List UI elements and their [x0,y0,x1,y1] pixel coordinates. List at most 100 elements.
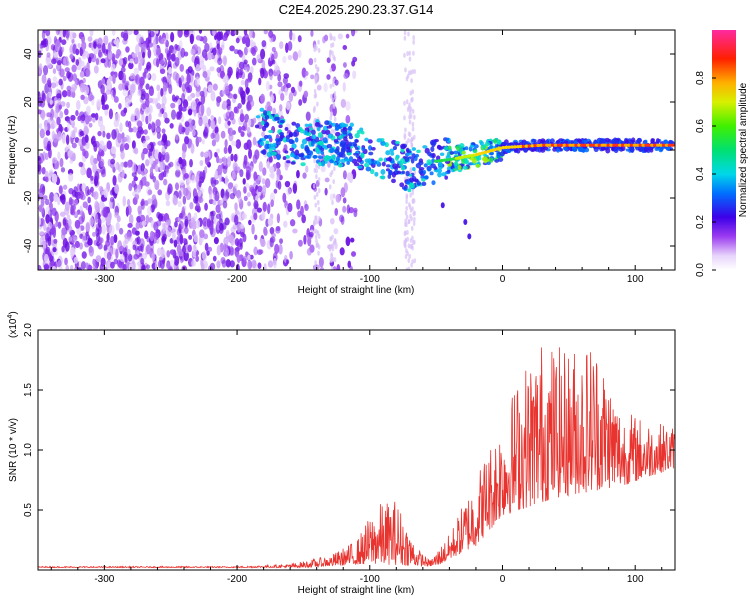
snr-scale-label: (x104) [7,311,19,338]
spectrogram-cell [127,30,133,36]
spectrogram-cell [311,134,317,140]
spectrogram-cell [326,74,331,80]
spectrogram-cell [388,156,392,162]
spectrogram-cell [113,96,119,103]
spectrogram-cell [411,108,415,114]
spectrogram-cell [55,220,59,227]
spectrogram-cell [82,77,86,84]
spectrogram-cell [97,116,104,128]
spectrogram-cell [51,225,56,234]
spectrogram-cell [100,257,106,267]
spectrogram-cell [270,171,275,180]
spectrogram-cell [237,68,243,76]
spectrogram-cell [74,240,80,249]
spectrogram-cell [195,63,201,72]
spectrogram-cell [510,145,515,149]
spectrogram-cell [240,231,245,238]
spectrogram-cell [303,130,308,136]
spectrogram-cell [85,68,91,77]
spectrogram-cell [315,174,318,180]
spectrogram-cell [158,112,163,118]
spectrogram-cell [313,228,317,234]
spectrogram-cell [342,45,348,50]
spectrogram-cell [332,103,336,109]
spectrogram-cell [198,30,203,34]
spectrogram-cell [174,260,179,266]
spectrogram-cell [463,219,468,225]
spectrogram-cell [329,218,335,225]
spectrogram-cell [493,138,497,144]
spectrogram-cell [618,143,623,147]
spectrogram-cell [512,145,517,149]
colorbar: 0.0 0.2 0.4 0.6 0.8 Normalized spectral ampl… [695,30,749,277]
spectrogram-cell [315,168,318,174]
spectrogram-cell [215,204,221,214]
spectrogram-cell [74,219,81,229]
spectrogram-cell [239,242,243,250]
spectrogram-cell [102,130,106,138]
spectrogram-cell [172,195,178,206]
spectrogram-cell [407,188,412,193]
spectrogram-cell [64,30,70,39]
spectrogram-cell [99,237,104,244]
spectrogram-cell [170,53,176,62]
spectrogram-cell [46,226,50,233]
spectrogram-cell [210,119,216,130]
spectrogram-cell [176,244,182,254]
spectrogram-cell [412,35,416,41]
spectrogram-cell [58,185,63,195]
spectrogram-cell [181,92,186,104]
spectrogram-cell [344,158,351,162]
spectrogram-cell [165,200,171,207]
spectrogram-cell [40,40,45,46]
spectrogram-cell [77,42,81,49]
spectrogram-cell [292,51,299,61]
spectrogram-cell [52,68,57,75]
spectrogram-cell [367,139,373,144]
spectrogram-cell [273,116,280,121]
spectrogram-cell [103,207,109,218]
spectrogram-cell [112,175,117,186]
spectrogram-cell [265,140,270,145]
spectrogram-cell [324,177,330,183]
spectrogram-cell [49,192,55,203]
spectrogram-cell [181,206,186,218]
spectrogram-cell [211,139,217,147]
spectrogram-cell [391,178,396,184]
spectrogram-cell [81,183,87,192]
spectrogram-cell [638,143,643,147]
spectrogram-cell [342,81,346,92]
spectrogram-cell [56,60,62,66]
spectrogram-cell [336,263,341,270]
spectrogram-cell [126,198,131,207]
spectrogram-cell [323,82,328,93]
spectrogram-cell [410,225,414,231]
spectrogram-cell [356,129,362,135]
spectrogram-cell [155,127,160,133]
spectrogram-cell [411,153,416,159]
spectrogram-cell [408,56,412,62]
spectrogram-cell [430,146,435,152]
spectrogram-cell [219,223,224,231]
spectrogram-cell [269,236,276,243]
spectrogram-cell [276,154,281,161]
spectrogram-cell [45,213,50,224]
spectrogram-cell [274,243,280,254]
spectrogram-cell [243,30,248,36]
spectrogram-cell [60,167,66,173]
spectrogram-cell [501,145,506,150]
spectrogram-cell [214,132,220,143]
spectrogram-cell [119,161,124,173]
spectrogram-cell [90,53,97,63]
spectrogram-cell [214,170,218,179]
spectrogram-cell [46,79,51,85]
spectrogram-cell [48,91,52,99]
spectrogram-cell [191,100,197,111]
spectrogram-cell [200,104,205,115]
spectrogram-cell [440,202,445,209]
spectrogram-cell [145,159,150,167]
spectrogram-cell [188,234,193,240]
spectrogram-cell [361,147,365,151]
spectrogram-cell [154,148,160,160]
spectrogram-cell [57,98,62,105]
